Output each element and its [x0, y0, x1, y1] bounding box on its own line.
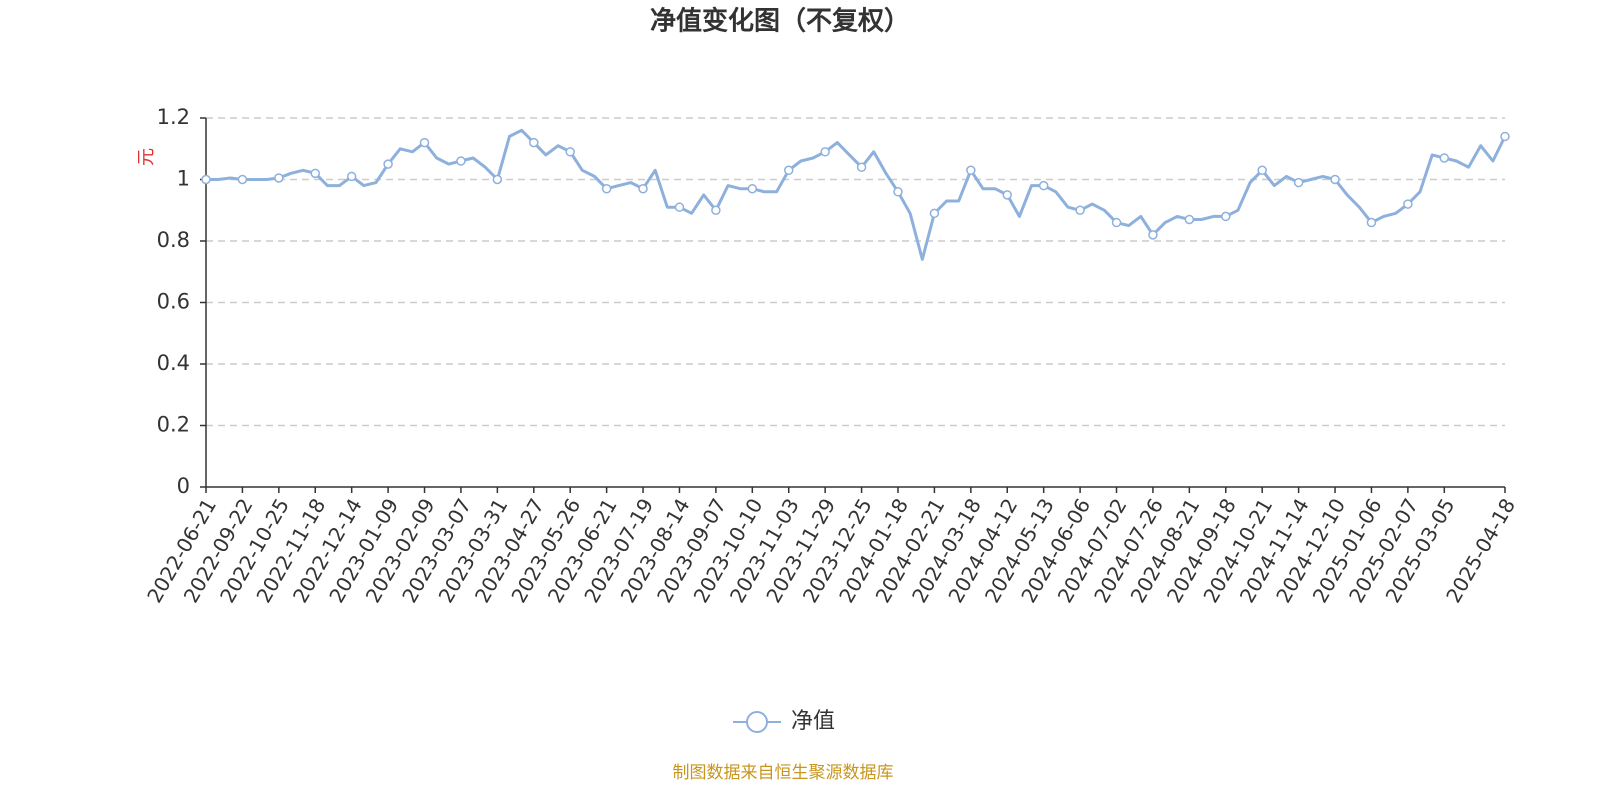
point-marker — [1257, 165, 1267, 176]
point-marker — [783, 165, 794, 176]
point-marker — [529, 137, 539, 148]
point-marker — [274, 173, 284, 183]
point-marker — [237, 174, 248, 185]
y-tick-label: 1 — [177, 167, 190, 191]
point-marker — [1293, 177, 1304, 188]
point-marker — [1038, 180, 1049, 191]
point-marker — [856, 162, 867, 172]
source-note: 制图数据来自恒生聚源数据库 — [673, 763, 894, 783]
point-marker — [1366, 217, 1377, 228]
chart-title: 净值变化图（不复权） — [650, 6, 910, 37]
point-marker — [1330, 174, 1340, 185]
point-marker — [346, 171, 357, 182]
point-marker — [601, 183, 612, 194]
point-marker — [1002, 190, 1013, 200]
point-marker — [1500, 131, 1510, 142]
y-tick-label: 0 — [177, 474, 190, 498]
y-axis-label: 元 — [136, 148, 157, 166]
point-marker — [820, 147, 830, 157]
point-marker — [419, 137, 430, 148]
point-marker — [201, 174, 211, 185]
point-marker — [1111, 217, 1122, 228]
point-marker — [383, 159, 393, 169]
point-marker — [456, 156, 466, 166]
point-marker — [492, 174, 503, 185]
point-marker — [711, 205, 721, 215]
y-tick-label: 0.2 — [157, 413, 190, 437]
y-tick-label: 1.2 — [157, 105, 190, 129]
y-tick-label: 0.6 — [157, 290, 190, 314]
series-line — [206, 128, 1507, 261]
point-marker — [1148, 230, 1158, 240]
y-tick-label: 0.8 — [157, 228, 190, 252]
point-marker — [966, 165, 976, 176]
point-marker — [1184, 214, 1195, 225]
point-marker — [1439, 153, 1450, 163]
point-marker — [638, 183, 648, 194]
point-marker — [1403, 199, 1413, 209]
point-marker — [893, 187, 903, 197]
point-marker — [565, 147, 575, 157]
legend-marker — [746, 711, 768, 733]
point-marker — [929, 208, 940, 219]
legend-label: 净值 — [791, 709, 835, 734]
point-marker — [747, 183, 758, 194]
point-marker — [1075, 205, 1085, 215]
y-tick-label: 0.4 — [157, 351, 190, 375]
point-marker — [310, 168, 321, 179]
point-marker — [674, 202, 685, 212]
point-marker — [1221, 211, 1231, 222]
